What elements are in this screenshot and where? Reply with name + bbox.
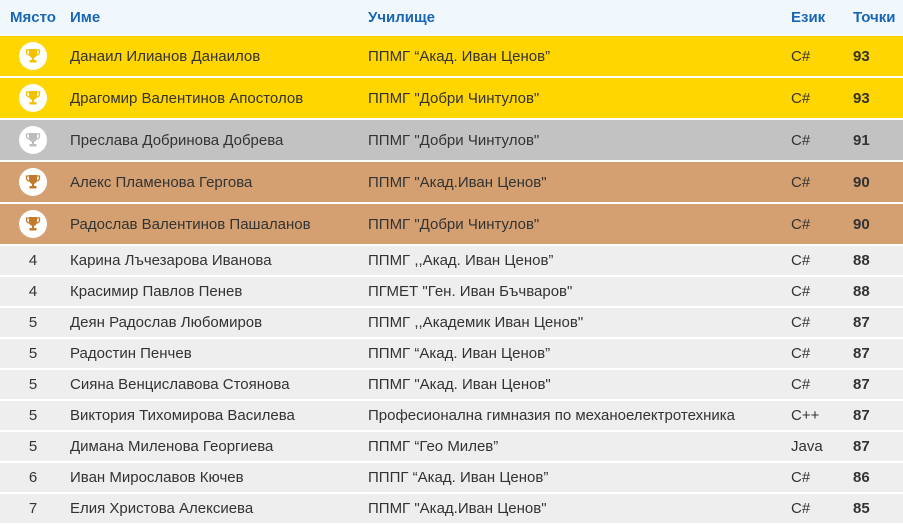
points-cell: 90 (849, 162, 903, 202)
header-name: Име (66, 0, 364, 34)
table-row: Радослав Валентинов Пашаланов ППМГ "Добр… (0, 204, 903, 244)
lang-cell: C# (787, 463, 849, 492)
school-cell: ППМГ "Акад. Иван Ценов" (364, 370, 787, 399)
name-cell: Красимир Павлов Пенев (66, 277, 364, 306)
table-row: 4 Карина Лъчезарова Иванова ППМГ ,,Акад.… (0, 246, 903, 275)
school-cell: ПППГ “Акад. Иван Ценов” (364, 463, 787, 492)
place-cell: 4 (0, 246, 66, 275)
table-row: 5 Деян Радослав Любомиров ППМГ ,,Академи… (0, 308, 903, 337)
school-cell: ППМГ "Акад.Иван Ценов" (364, 494, 787, 523)
school-cell: ППМГ "Добри Чинтулов" (364, 120, 787, 160)
name-cell: Иван Мирославов Кючев (66, 463, 364, 492)
school-cell: Професионална гимназия по механоелектрот… (364, 401, 787, 430)
place-cell: 5 (0, 370, 66, 399)
trophy-silver-icon (19, 126, 47, 154)
school-cell: ППМГ “Акад. Иван Ценов” (364, 36, 787, 76)
name-cell: Преслава Добринова Добрева (66, 120, 364, 160)
place-cell: 5 (0, 401, 66, 430)
table-row: 4 Красимир Павлов Пенев ПГМЕТ "Ген. Иван… (0, 277, 903, 306)
school-cell: ППМГ "Акад.Иван Ценов" (364, 162, 787, 202)
place-cell (0, 78, 66, 118)
name-cell: Драгомир Валентинов Апостолов (66, 78, 364, 118)
name-cell: Деян Радослав Любомиров (66, 308, 364, 337)
points-cell: 88 (849, 277, 903, 306)
header-place: Място (0, 0, 66, 34)
lang-cell: C# (787, 204, 849, 244)
trophy-bronze-icon (19, 210, 47, 238)
name-cell: Радостин Пенчев (66, 339, 364, 368)
name-cell: Радослав Валентинов Пашаланов (66, 204, 364, 244)
table-row: Драгомир Валентинов Апостолов ППМГ "Добр… (0, 78, 903, 118)
header-row: Място Име Училище Език Точки (0, 0, 903, 34)
header-school: Училище (364, 0, 787, 34)
place-cell: 5 (0, 308, 66, 337)
place-cell: 5 (0, 339, 66, 368)
lang-cell: C# (787, 308, 849, 337)
lang-cell: C# (787, 370, 849, 399)
header-points: Точки (849, 0, 903, 34)
trophy-gold-icon (19, 84, 47, 112)
school-cell: ППМГ "Добри Чинтулов" (364, 204, 787, 244)
name-cell: Димана Миленова Георгиева (66, 432, 364, 461)
points-cell: 93 (849, 36, 903, 76)
place-cell (0, 120, 66, 160)
lang-cell: C# (787, 78, 849, 118)
points-cell: 90 (849, 204, 903, 244)
table-row: 5 Сияна Венциславова Стоянова ППМГ "Акад… (0, 370, 903, 399)
school-cell: ППМГ ,,Акад. Иван Ценов” (364, 246, 787, 275)
name-cell: Данаил Илианов Данаилов (66, 36, 364, 76)
table-row: Преслава Добринова Добрева ППМГ "Добри Ч… (0, 120, 903, 160)
header-lang: Език (787, 0, 849, 34)
school-cell: ППМГ “Акад. Иван Ценов” (364, 339, 787, 368)
trophy-gold-icon (19, 42, 47, 70)
points-cell: 87 (849, 370, 903, 399)
table-row: 7 Елия Христова Алексиева ППМГ "Акад.Ива… (0, 494, 903, 523)
points-cell: 87 (849, 401, 903, 430)
place-cell (0, 162, 66, 202)
points-cell: 91 (849, 120, 903, 160)
place-cell: 6 (0, 463, 66, 492)
lang-cell: C# (787, 36, 849, 76)
lang-cell: C# (787, 120, 849, 160)
school-cell: ПГМЕТ "Ген. Иван Бъчваров" (364, 277, 787, 306)
table-row: 5 Радостин Пенчев ППМГ “Акад. Иван Ценов… (0, 339, 903, 368)
name-cell: Карина Лъчезарова Иванова (66, 246, 364, 275)
points-cell: 87 (849, 308, 903, 337)
place-cell: 4 (0, 277, 66, 306)
lang-cell: C# (787, 339, 849, 368)
lang-cell: Java (787, 432, 849, 461)
points-cell: 87 (849, 339, 903, 368)
points-cell: 88 (849, 246, 903, 275)
table-row: Данаил Илианов Данаилов ППМГ “Акад. Иван… (0, 36, 903, 76)
points-cell: 87 (849, 432, 903, 461)
name-cell: Сияна Венциславова Стоянова (66, 370, 364, 399)
school-cell: ППМГ "Добри Чинтулов" (364, 78, 787, 118)
name-cell: Елия Христова Алексиева (66, 494, 364, 523)
points-cell: 93 (849, 78, 903, 118)
table-row: Алекс Пламенова Гергова ППМГ "Акад.Иван … (0, 162, 903, 202)
place-cell (0, 204, 66, 244)
lang-cell: C# (787, 277, 849, 306)
place-cell: 7 (0, 494, 66, 523)
table-row: 6 Иван Мирославов Кючев ПППГ “Акад. Иван… (0, 463, 903, 492)
table-row: 5 Виктория Тихомирова Василева Професион… (0, 401, 903, 430)
name-cell: Виктория Тихомирова Василева (66, 401, 364, 430)
place-cell: 5 (0, 432, 66, 461)
school-cell: ППМГ ,,Академик Иван Ценов" (364, 308, 787, 337)
lang-cell: C# (787, 162, 849, 202)
place-cell (0, 36, 66, 76)
lang-cell: C++ (787, 401, 849, 430)
lang-cell: C# (787, 246, 849, 275)
points-cell: 85 (849, 494, 903, 523)
points-cell: 86 (849, 463, 903, 492)
table-row: 5 Димана Миленова Георгиева ППМГ “Гео Ми… (0, 432, 903, 461)
name-cell: Алекс Пламенова Гергова (66, 162, 364, 202)
school-cell: ППМГ “Гео Милев” (364, 432, 787, 461)
trophy-bronze-icon (19, 168, 47, 196)
lang-cell: C# (787, 494, 849, 523)
